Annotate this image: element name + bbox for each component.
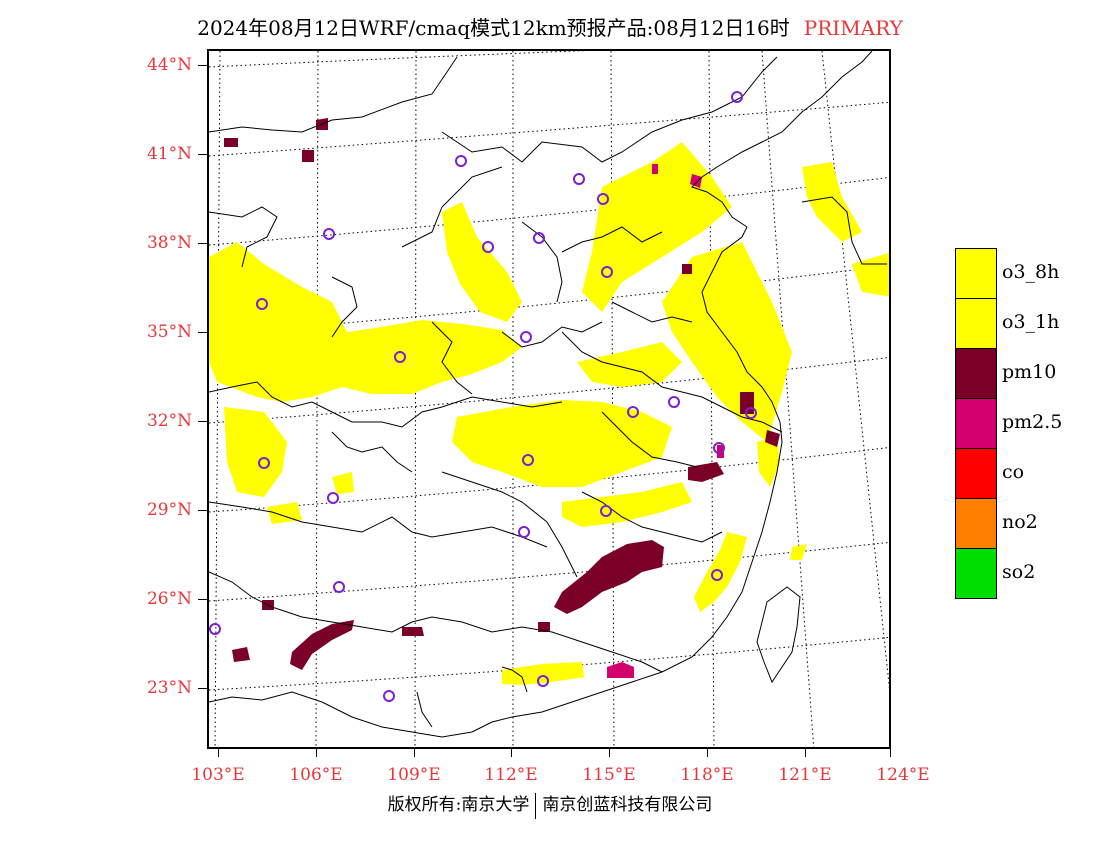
lon-tick xyxy=(707,749,708,757)
legend-label: pm2.5 xyxy=(1002,411,1063,433)
pm10-regions xyxy=(224,118,780,670)
title-tag: PRIMARY xyxy=(803,16,903,40)
lat-label-32: 32°N xyxy=(146,411,192,431)
legend-swatch xyxy=(955,448,997,499)
lat-tick xyxy=(198,421,207,422)
lon-tick xyxy=(414,749,415,757)
copyright-right: 南京创蓝科技有限公司 xyxy=(542,795,713,815)
legend-swatch xyxy=(955,398,997,449)
o3-regions xyxy=(209,142,889,685)
legend-swatch xyxy=(955,498,997,549)
map-canvas xyxy=(209,51,889,747)
pm25-regions xyxy=(607,164,724,678)
lon-label-118: 118°E xyxy=(680,765,734,785)
map-panel[interactable] xyxy=(207,49,891,749)
legend-label: no2 xyxy=(1002,511,1038,533)
lon-label-103: 103°E xyxy=(191,765,245,785)
lat-tick xyxy=(198,332,207,333)
lon-label-115: 115°E xyxy=(582,765,636,785)
lat-label-38: 38°N xyxy=(146,233,192,253)
copyright-footer: 版权所有:南京大学 南京创蓝科技有限公司 xyxy=(0,790,1100,819)
lat-tick xyxy=(198,154,207,155)
copyright-left: 版权所有:南京大学 xyxy=(387,795,530,815)
title-text: 2024年08月12日WRF/cmaq模式12km预报产品:08月12日16时 xyxy=(197,16,790,40)
lat-tick xyxy=(198,65,207,66)
legend-label: so2 xyxy=(1002,561,1036,583)
map-title: 2024年08月12日WRF/cmaq模式12km预报产品:08月12日16时 P… xyxy=(0,12,1100,41)
lon-tick xyxy=(609,749,610,757)
lon-tick xyxy=(316,749,317,757)
lon-tick xyxy=(218,749,219,757)
footer-divider xyxy=(535,792,537,819)
lat-tick xyxy=(198,599,207,600)
legend-label: o3_1h xyxy=(1002,311,1060,333)
station-markers xyxy=(209,91,757,702)
lat-label-26: 26°N xyxy=(146,589,192,609)
lat-label-23: 23°N xyxy=(146,678,192,698)
legend-swatch xyxy=(955,298,997,349)
legend-swatch xyxy=(955,348,997,399)
boundary-lines xyxy=(209,51,887,738)
legend-swatch xyxy=(955,548,997,599)
lat-tick xyxy=(198,510,207,511)
lon-label-112: 112°E xyxy=(484,765,538,785)
lat-tick xyxy=(198,243,207,244)
lat-label-35: 35°N xyxy=(146,322,192,342)
lat-label-44: 44°N xyxy=(146,55,192,75)
legend-label: pm10 xyxy=(1002,361,1057,383)
lat-tick xyxy=(198,688,207,689)
legend-swatch xyxy=(955,248,997,299)
lon-tick xyxy=(805,749,806,757)
lon-label-124: 124°E xyxy=(876,765,930,785)
lon-tick xyxy=(890,749,891,757)
lon-tick xyxy=(511,749,512,757)
lon-label-121: 121°E xyxy=(778,765,832,785)
lat-label-41: 41°N xyxy=(146,144,192,164)
lon-label-109: 109°E xyxy=(387,765,441,785)
lat-label-29: 29°N xyxy=(146,500,192,520)
legend-label: co xyxy=(1002,461,1025,483)
legend-label: o3_8h xyxy=(1002,261,1060,283)
lon-label-106: 106°E xyxy=(289,765,343,785)
